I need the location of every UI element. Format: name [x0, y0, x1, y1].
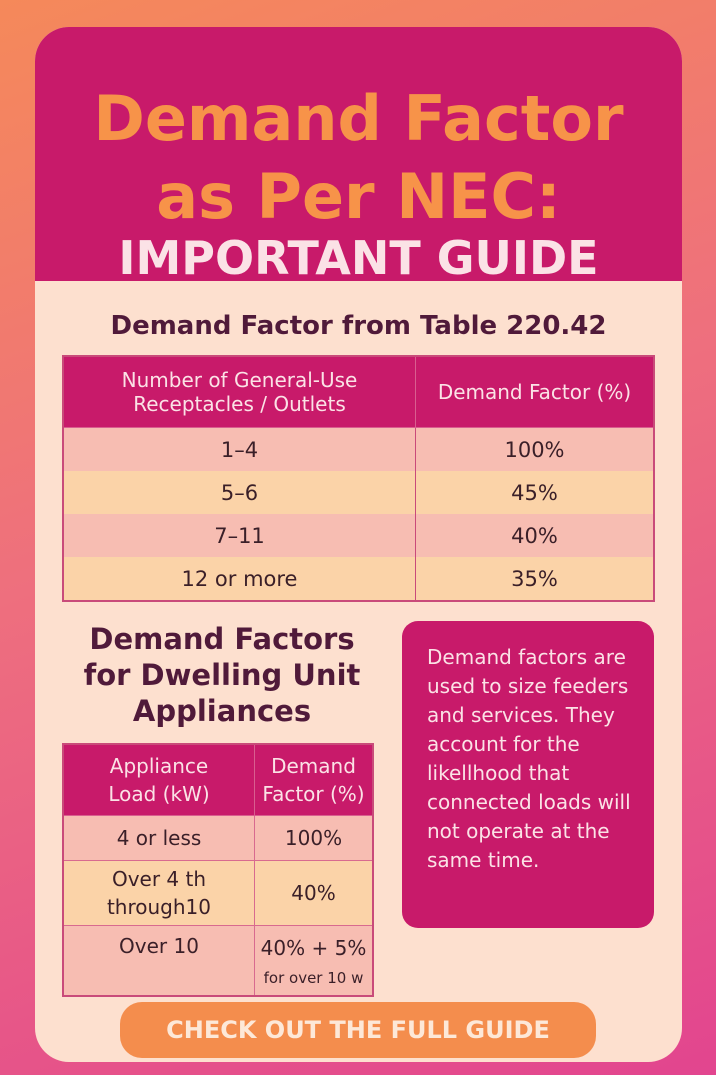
load-line2: through10 — [106, 895, 212, 919]
receptacle-demand-table: Number of General-Use Receptacles / Outl… — [62, 355, 655, 602]
factor-line2: for over 10 w — [263, 969, 364, 987]
table-row: 4 or less 100% — [62, 815, 374, 861]
appliance-load: 4 or less — [62, 815, 255, 861]
receptacle-count: 7–11 — [62, 514, 416, 557]
appliance-demand-table: Appliance Load (kW) Demand Factor (%) 4 … — [62, 743, 374, 997]
table2-title: Demand Factors for Dwelling Unit Applian… — [62, 621, 382, 729]
demand-factor: 35% — [415, 557, 655, 601]
table-row: 12 or more 35% — [62, 557, 655, 601]
load-line1: Over 4 th — [111, 867, 207, 891]
col1-header-line2: Load (kW) — [108, 782, 210, 806]
table1-col1-header: Number of General-Use Receptacles / Outl… — [62, 355, 416, 428]
title-line-2: as Per NEC: — [156, 160, 561, 233]
table-row: Over 10 40% + 5% for over 10 w — [62, 925, 374, 997]
header-banner: Demand Factor as Per NEC: — [35, 27, 682, 281]
table2-title-line3: Appliances — [132, 694, 312, 728]
table-row: 1–4 100% — [62, 427, 655, 471]
receptacle-count: 1–4 — [62, 427, 416, 471]
receptacle-count: 12 or more — [62, 557, 416, 601]
table-row: 5–6 45% — [62, 471, 655, 514]
full-guide-button[interactable]: CHECK OUT THE FULL GUIDE — [120, 1002, 596, 1058]
col2-header-line2: Factor (%) — [262, 782, 365, 806]
appliance-load: Over 4 th through10 — [62, 860, 255, 926]
table2-title-line1: Demand Factors — [89, 622, 355, 656]
demand-factor: 40% — [415, 514, 655, 557]
demand-factor: 100% — [254, 815, 374, 861]
receptacle-count: 5–6 — [62, 471, 416, 514]
info-note: Demand factors are used to size feeders … — [402, 621, 654, 928]
col2-header-line1: Demand — [271, 754, 356, 778]
factor-line1: 40% + 5% — [260, 936, 367, 960]
infographic-card: Demand Factor as Per NEC: IMPORTANT GUID… — [35, 27, 682, 1062]
table1-header-row: Number of General-Use Receptacles / Outl… — [62, 355, 655, 428]
table2-header-row: Appliance Load (kW) Demand Factor (%) — [62, 743, 374, 816]
demand-factor: 40% + 5% for over 10 w — [254, 925, 374, 997]
table2-col1-header: Appliance Load (kW) — [62, 743, 255, 816]
col1-header-line1: Appliance — [109, 754, 209, 778]
demand-factor: 100% — [415, 427, 655, 471]
table1-title: Demand Factor from Table 220.42 — [110, 311, 607, 341]
col1-header-line1: Number of General-Use — [121, 368, 358, 392]
table-row: Over 4 th through10 40% — [62, 860, 374, 926]
subtitle: IMPORTANT GUIDE — [118, 231, 599, 285]
appliance-load: Over 10 — [62, 925, 255, 997]
demand-factor: 40% — [254, 860, 374, 926]
table2-title-line2: for Dwelling Unit — [83, 658, 361, 692]
table1-col2-header: Demand Factor (%) — [415, 355, 655, 428]
title-line-1: Demand Factor — [93, 82, 624, 155]
table-row: 7–11 40% — [62, 514, 655, 557]
demand-factor: 45% — [415, 471, 655, 514]
table2-col2-header: Demand Factor (%) — [254, 743, 374, 816]
col1-header-line2: Receptacles / Outlets — [133, 392, 346, 416]
